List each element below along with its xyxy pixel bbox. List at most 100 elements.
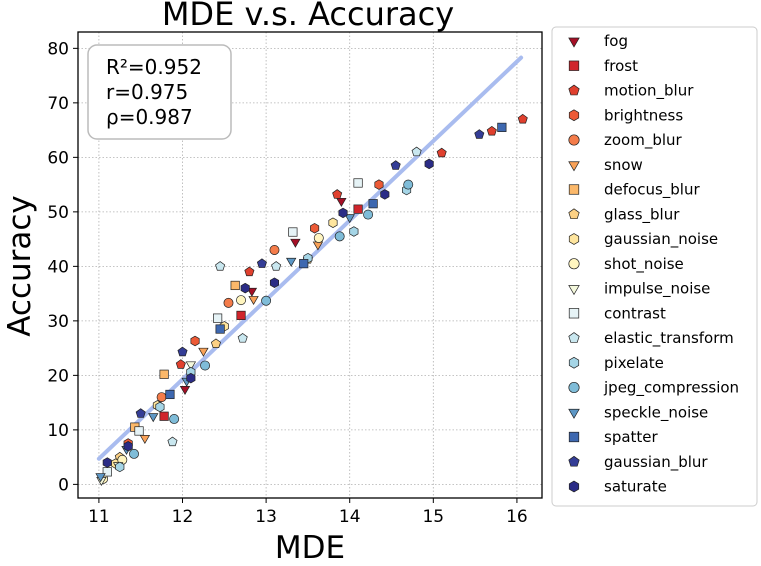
legend-item-shot-noise: shot_noise [568,255,684,274]
data-point [156,392,167,403]
data-point [148,413,159,423]
stats-box: R²=0.952 r=0.975 ρ=0.987 [87,44,232,140]
data-point [213,313,223,323]
y-tick-label: 60 [47,148,69,168]
series-pixelate [115,184,412,473]
legend-marker [568,285,580,296]
legend-label: brightness [604,106,683,124]
series-jpeg-compression [129,179,414,459]
legend-item-gaussian-noise: gaussian_noise [568,230,718,249]
legend-label: spatter [604,428,659,446]
y-tick-label: 50 [47,203,69,223]
legend-marker [568,134,580,146]
stat-r-squared: R²=0.952 [106,55,202,79]
data-point [244,266,255,277]
data-point [215,261,226,271]
data-point [286,257,297,267]
data-point [288,227,298,237]
data-point [159,369,169,379]
data-point [95,473,106,483]
legend-item-snow: snow [568,156,643,174]
data-point [155,401,165,413]
data-point [236,295,246,306]
legend-marker [568,208,580,220]
series-gaussian-noise [111,217,338,469]
legend-item-brightness: brightness [568,106,683,124]
data-point [353,204,363,214]
data-point [186,372,196,384]
series-motion-blur [175,113,528,369]
legend-marker [568,455,580,467]
y-tick-label: 30 [47,312,69,332]
y-tick-label: 10 [47,421,69,441]
data-point [271,261,282,271]
legend-marker [568,109,580,122]
data-point [411,146,422,157]
data-point [338,207,348,219]
legend-marker [568,233,580,245]
data-point [215,324,225,334]
legend-item-elastic-transform: elastic_transform [568,329,734,348]
series-saturate [102,158,434,468]
data-point [310,222,320,234]
stat-pearson-r: r=0.975 [106,80,188,104]
legend-label: defocus_blur [604,181,700,200]
legend: fog frost motion_blur brightness zoom_blursn… [551,26,758,507]
data-point [344,214,355,224]
legend-marker [568,161,580,172]
chart-title: MDE v.s. Accuracy [162,0,454,33]
data-point [380,189,390,200]
plot-area: 11 12 13 14 15 16 0 10 20 30 40 50 60 70 80 [47,31,543,527]
data-point [334,231,345,242]
legend-marker [568,308,580,319]
series-frost [159,204,363,421]
data-point [185,361,197,371]
legend-marker [568,431,580,443]
series-zoom-blur [156,245,280,403]
data-point [240,282,250,294]
data-point [159,411,169,421]
data-point [129,448,139,459]
legend-label: zoom_blur [604,131,683,150]
legend-item-glass-blur: glass_blur [568,205,680,224]
legend-label: contrast [604,304,666,322]
legend-label: saturate [604,478,667,496]
data-point [328,217,338,228]
data-point [139,435,151,445]
data-point [424,158,434,170]
data-point [135,408,146,418]
y-tick-label: 40 [47,257,69,277]
legend-item-contrast: contrast [568,304,666,322]
legend-frame [551,26,758,507]
series-defocus-blur [130,280,240,432]
legend-marker [568,356,580,369]
x-tick-label: 11 [88,507,110,527]
legend-item-frost: frost [568,57,638,75]
y-tick-label: 70 [47,94,69,114]
legend-label: speckle_noise [604,403,708,422]
legend-marker [568,184,580,195]
legend-label: elastic_transform [604,329,734,348]
legend-label: impulse_noise [604,280,710,299]
legend-marker [568,381,580,394]
data-point [349,226,359,237]
legend-marker [568,408,580,419]
series-spatter [165,122,507,400]
legend-item-gaussian-blur: gaussian_blur [568,453,708,472]
legend-label: gaussian_noise [604,230,718,249]
legend-marker [568,258,580,270]
data-point [299,259,309,269]
data-point [236,310,246,320]
data-point [363,209,374,220]
stat-spearman-rho: ρ=0.987 [106,105,193,129]
data-point [198,347,209,357]
legend-marker [568,60,580,71]
data-point [353,178,363,188]
legend-marker [568,84,580,96]
data-point [256,258,267,268]
axes-frame [77,31,543,499]
legend-item-zoom-blur: zoom_blur [568,131,683,150]
data-point [336,197,347,207]
data-point [313,233,324,243]
data-point [177,346,188,357]
